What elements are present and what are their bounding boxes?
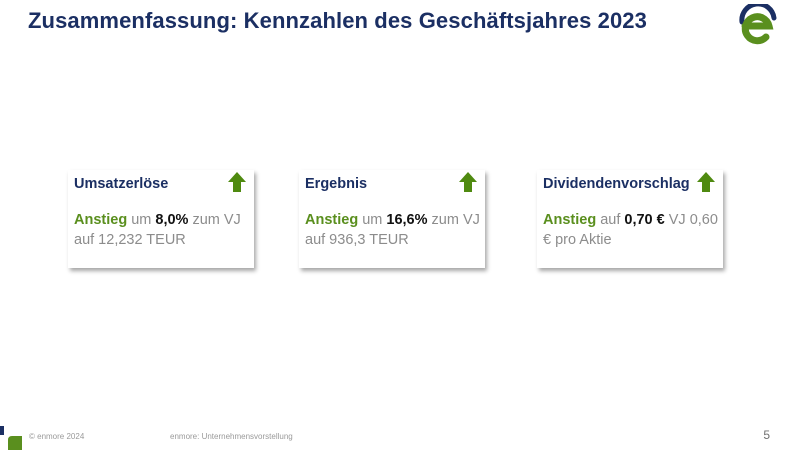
- footer-presentation-title: enmore: Unternehmensvorstellung: [170, 432, 293, 441]
- card-connector: um: [358, 212, 387, 228]
- kpi-card-ergebnis: Ergebnis Anstieg um 16,6% zum VJ auf 936…: [299, 170, 485, 268]
- enmore-logo: [739, 4, 777, 45]
- card-highlight: Anstieg: [543, 212, 597, 228]
- slide-title: Zusammenfassung: Kennzahlen des Geschäft…: [28, 8, 647, 33]
- footer-copyright: © enmore 2024: [29, 432, 85, 441]
- card-title: Ergebnis: [305, 176, 368, 192]
- card-value: 16,6%: [386, 212, 428, 228]
- card-highlight: Anstieg: [74, 212, 128, 228]
- card-title: Umsatzerlöse: [74, 176, 169, 192]
- card-rest: VJ 0,60 € pro Aktie: [543, 212, 718, 248]
- card-text: Anstieg auf 0,70 € VJ 0,60 € pro Aktie: [543, 210, 719, 250]
- arrow-up-icon: [228, 172, 246, 192]
- kpi-card-dividendenvorschlag: Dividendenvorschlag Anstieg auf 0,70 € V…: [537, 170, 723, 268]
- arrow-up-icon: [697, 172, 715, 192]
- page-number: 5: [763, 428, 770, 442]
- card-rest: zum VJ auf 936,3 TEUR: [305, 212, 480, 248]
- card-title: Dividendenvorschlag: [543, 176, 690, 192]
- card-connector: um: [127, 212, 156, 228]
- card-connector: auf: [596, 212, 625, 228]
- card-rest: zum VJ auf 12,232 TEUR: [74, 212, 241, 248]
- arrow-up-icon: [459, 172, 477, 192]
- card-text: Anstieg um 16,6% zum VJ auf 936,3 TEUR: [305, 210, 481, 250]
- card-value: 0,70 €: [624, 212, 665, 228]
- kpi-card-umsatzerloese: Umsatzerlöse Anstieg um 8,0% zum VJ auf …: [68, 170, 254, 268]
- card-text: Anstieg um 8,0% zum VJ auf 12,232 TEUR: [74, 210, 250, 250]
- card-highlight: Anstieg: [305, 212, 359, 228]
- card-value: 8,0%: [155, 212, 189, 228]
- footer-logo-icon: [0, 426, 22, 450]
